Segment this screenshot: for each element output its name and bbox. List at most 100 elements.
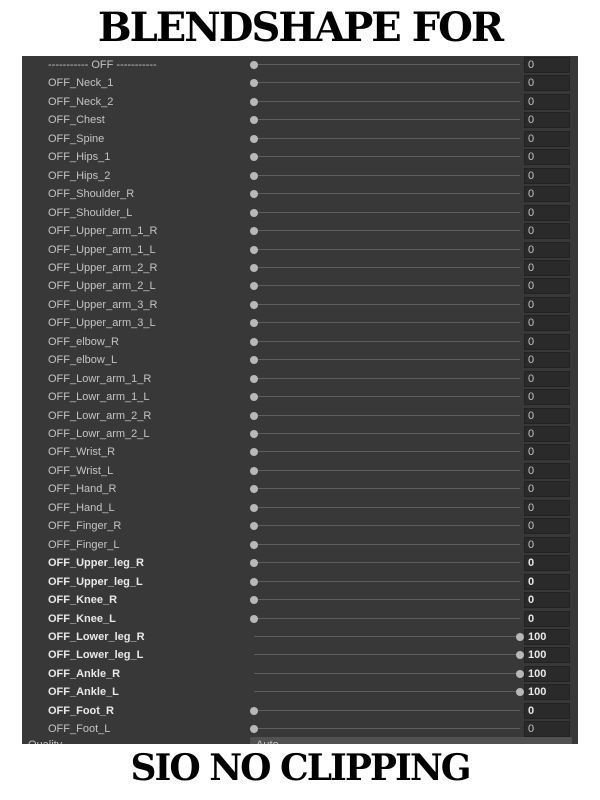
slider-track[interactable] [254, 359, 520, 361]
slider-handle[interactable] [516, 632, 524, 641]
value-field[interactable] [524, 407, 570, 424]
slider-handle[interactable] [250, 263, 258, 272]
value-field[interactable] [524, 684, 570, 701]
slider-track[interactable] [254, 433, 520, 434]
slider-handle[interactable] [250, 227, 258, 236]
value-field[interactable] [524, 481, 570, 498]
slider-track[interactable] [254, 266, 520, 268]
slider-handle[interactable] [250, 190, 258, 199]
quality-dropdown[interactable]: Auto [250, 737, 572, 748]
slider-track[interactable] [254, 543, 520, 545]
value-field[interactable] [524, 130, 570, 147]
slider-track[interactable] [254, 100, 520, 102]
value-field[interactable] [524, 223, 570, 240]
value-field[interactable] [524, 112, 570, 129]
slider-handle[interactable] [250, 448, 258, 457]
slider-handle[interactable] [250, 522, 258, 531]
value-field[interactable] [524, 665, 570, 682]
value-field[interactable] [524, 592, 570, 609]
slider-handle[interactable] [250, 337, 258, 346]
slider-track[interactable] [254, 174, 520, 176]
value-field[interactable] [524, 610, 570, 627]
slider-track[interactable] [254, 119, 520, 121]
slider-track[interactable] [254, 156, 520, 158]
slider-handle[interactable] [250, 116, 258, 125]
slider-handle[interactable] [250, 596, 258, 605]
value-field[interactable] [524, 149, 570, 166]
value-field[interactable] [524, 702, 570, 719]
slider-handle[interactable] [250, 356, 258, 365]
slider-handle[interactable] [250, 245, 258, 254]
slider-handle[interactable] [250, 540, 258, 549]
value-field[interactable] [524, 555, 570, 572]
slider-handle[interactable] [250, 208, 258, 217]
slider-handle[interactable] [516, 651, 524, 660]
slider-track[interactable] [254, 137, 520, 139]
slider-handle[interactable] [250, 706, 258, 715]
value-field[interactable] [524, 647, 570, 664]
value-field[interactable] [524, 241, 570, 258]
slider-track[interactable] [254, 635, 520, 637]
value-field[interactable] [524, 518, 570, 535]
slider-track[interactable] [254, 562, 520, 564]
value-field[interactable] [524, 499, 570, 516]
value-field[interactable] [524, 204, 570, 221]
slider-handle[interactable] [250, 153, 258, 162]
slider-handle[interactable] [250, 411, 258, 420]
value-field[interactable] [524, 278, 570, 295]
slider-handle[interactable] [250, 61, 258, 69]
slider-track[interactable] [254, 506, 520, 508]
value-field[interactable] [524, 186, 570, 203]
slider-track[interactable] [254, 709, 520, 711]
slider-track[interactable] [254, 414, 520, 416]
slider-track[interactable] [254, 691, 520, 693]
value-field[interactable] [524, 167, 570, 184]
slider-track[interactable] [254, 64, 520, 65]
slider-track[interactable] [254, 303, 520, 305]
slider-track[interactable] [254, 322, 520, 324]
slider-track[interactable] [254, 193, 520, 195]
slider-handle[interactable] [250, 485, 258, 494]
slider-handle[interactable] [250, 300, 258, 309]
slider-handle[interactable] [250, 577, 258, 586]
value-field[interactable] [524, 296, 570, 313]
slider-handle[interactable] [516, 688, 524, 697]
slider-handle[interactable] [516, 669, 524, 678]
slider-handle[interactable] [250, 171, 258, 180]
slider-handle[interactable] [250, 725, 258, 734]
slider-handle[interactable] [250, 97, 258, 106]
value-field[interactable] [524, 444, 570, 461]
slider-handle[interactable] [250, 466, 258, 475]
slider-handle[interactable] [250, 79, 258, 88]
value-field[interactable] [524, 721, 570, 738]
slider-handle[interactable] [250, 393, 258, 402]
slider-handle[interactable] [250, 614, 258, 623]
slider-track[interactable] [254, 230, 520, 232]
value-field[interactable] [524, 426, 570, 442]
slider-handle[interactable] [250, 282, 258, 291]
value-field[interactable] [524, 93, 570, 110]
slider-handle[interactable] [250, 559, 258, 568]
slider-track[interactable] [254, 580, 520, 582]
slider-track[interactable] [254, 248, 520, 250]
value-field[interactable] [524, 628, 570, 645]
slider-track[interactable] [254, 617, 520, 619]
slider-track[interactable] [254, 654, 520, 656]
slider-track[interactable] [254, 525, 520, 527]
slider-handle[interactable] [250, 430, 258, 438]
slider-track[interactable] [254, 377, 520, 379]
slider-track[interactable] [254, 451, 520, 453]
slider-handle[interactable] [250, 374, 258, 383]
slider-track[interactable] [254, 82, 520, 84]
value-field[interactable] [524, 389, 570, 406]
value-field[interactable] [524, 75, 570, 92]
value-field[interactable] [524, 259, 570, 276]
value-field[interactable] [524, 57, 570, 73]
value-field[interactable] [524, 333, 570, 350]
value-field[interactable] [524, 370, 570, 387]
value-field[interactable] [524, 536, 570, 553]
slider-handle[interactable] [250, 319, 258, 328]
value-field[interactable] [524, 462, 570, 479]
slider-track[interactable] [254, 599, 520, 601]
slider-handle[interactable] [250, 503, 258, 512]
